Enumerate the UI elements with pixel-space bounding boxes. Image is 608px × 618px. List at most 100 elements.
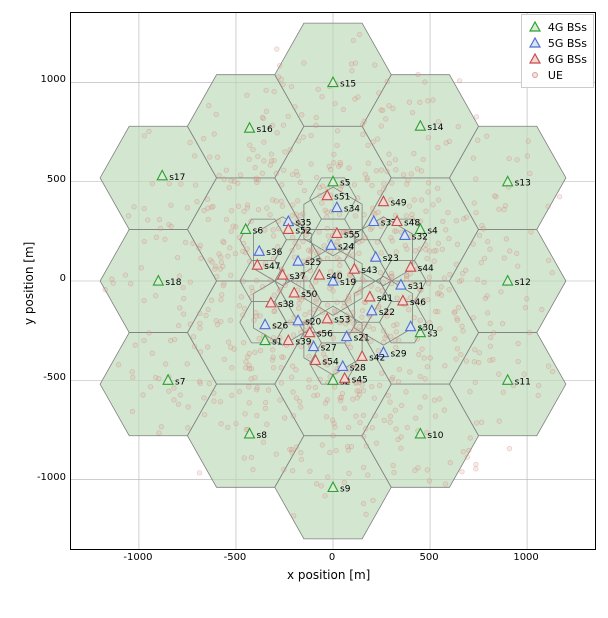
ue-point — [313, 385, 318, 390]
ue-point — [314, 175, 319, 180]
ue-point — [423, 395, 428, 400]
bs-label: s46 — [410, 298, 426, 308]
ue-point — [260, 171, 265, 176]
bs-label: s51 — [334, 193, 350, 203]
ue-point — [347, 166, 352, 171]
ue-point — [366, 324, 371, 329]
ue-point — [198, 350, 203, 355]
bs-label: s43 — [361, 266, 377, 276]
ue-point — [308, 268, 313, 273]
ue-point — [524, 297, 529, 302]
ue-point — [268, 163, 273, 168]
ue-point — [526, 139, 531, 144]
ue-point — [546, 258, 551, 263]
ue-point — [290, 203, 295, 208]
ue-point — [366, 143, 371, 148]
ue-point — [192, 344, 197, 349]
ue-point — [141, 393, 146, 398]
ue-point — [192, 154, 197, 159]
ue-point — [427, 479, 432, 484]
ue-point — [335, 143, 340, 148]
ue-point — [197, 379, 202, 384]
ue-point — [362, 279, 367, 284]
ue-point — [198, 243, 203, 248]
ue-point — [421, 157, 426, 162]
ue-point — [550, 369, 555, 374]
ue-point — [363, 172, 368, 177]
ue-point — [377, 91, 382, 96]
ue-point — [254, 278, 259, 283]
ue-point — [219, 297, 224, 302]
ue-point — [235, 181, 240, 186]
ue-point — [198, 311, 203, 316]
ue-point — [296, 139, 301, 144]
ue-point — [229, 229, 234, 234]
ue-point — [299, 113, 304, 118]
x-axis-label: x position [m] — [287, 568, 370, 582]
ue-point — [536, 393, 541, 398]
ue-point — [471, 242, 476, 247]
ue-point — [197, 471, 202, 476]
ue-point — [484, 134, 489, 139]
ue-point — [372, 396, 377, 401]
ue-point — [335, 129, 340, 134]
ue-point — [338, 263, 343, 268]
ue-point — [324, 414, 329, 419]
ue-point — [410, 212, 415, 217]
bs-label: s12 — [515, 278, 531, 288]
ue-point — [418, 405, 423, 410]
ue-point — [523, 305, 528, 310]
ue-point — [150, 351, 155, 356]
ue-point — [301, 239, 306, 244]
ue-point — [312, 393, 317, 398]
ue-point — [387, 103, 392, 108]
ue-point — [130, 369, 135, 374]
bs-label: s10 — [427, 431, 443, 441]
ue-point — [293, 241, 298, 246]
ue-point — [337, 212, 342, 217]
ue-point — [442, 276, 447, 281]
ue-point — [355, 196, 360, 201]
ue-point — [392, 470, 397, 475]
ue-point — [332, 385, 337, 390]
legend-item: 6G BSs — [528, 51, 587, 67]
ue-point — [440, 247, 445, 252]
ue-point — [309, 162, 314, 167]
ue-point — [361, 501, 366, 506]
ue-point — [260, 115, 265, 120]
ue-point — [381, 187, 386, 192]
ue-point — [477, 360, 482, 365]
ue-point — [224, 217, 229, 222]
bs-label: s14 — [427, 123, 443, 133]
ue-point — [432, 249, 437, 254]
ue-point — [488, 321, 493, 326]
ue-point — [271, 228, 276, 233]
ue-point — [142, 133, 147, 138]
ue-point — [205, 345, 210, 350]
ue-point — [497, 419, 502, 424]
ue-point — [385, 79, 390, 84]
bs-label: s6 — [253, 226, 264, 236]
ue-point — [346, 448, 351, 453]
ue-point — [222, 357, 227, 362]
bs-label: s20 — [305, 318, 321, 328]
y-tick-label: 500 — [22, 174, 66, 185]
ue-point — [230, 365, 235, 370]
ue-point — [388, 414, 393, 419]
ue-point — [426, 135, 431, 140]
ue-point — [488, 335, 493, 340]
bs-label: s54 — [323, 357, 339, 367]
ue-point — [153, 293, 158, 298]
ue-point — [215, 274, 220, 279]
bs-label: s37 — [290, 272, 306, 282]
ue-point — [202, 412, 207, 417]
ue-point — [413, 248, 418, 253]
ue-point — [298, 405, 303, 410]
ue-point — [407, 204, 412, 209]
ue-point — [169, 203, 174, 208]
ue-point — [263, 406, 268, 411]
ue-point — [262, 159, 267, 164]
ue-point — [436, 241, 441, 246]
ue-point — [452, 311, 457, 316]
ue-point — [405, 425, 410, 430]
